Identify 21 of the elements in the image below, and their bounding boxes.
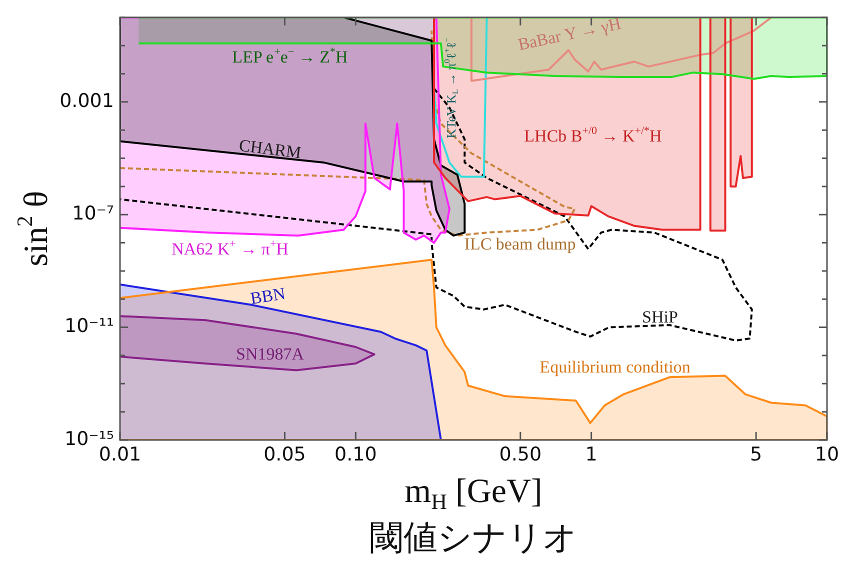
x-tick-label: 1 [585,443,598,466]
annotation: SN1987A [236,344,305,364]
annotation: BaBar Υ → γH [516,14,623,54]
y-axis-title: sin2 θ [12,190,55,266]
x-tick-label: 0.05 [264,443,306,466]
annotation: Equilibrium condition [540,357,691,376]
x-tick-label: 0.50 [499,443,542,466]
x-tick-label: 10 [814,443,840,466]
annotation: CHARM [238,136,302,162]
annotation: BBN [249,284,287,308]
text: 閾値シナリオ [370,518,578,558]
x-tick-label: 5 [750,443,762,466]
annotation: ILC beam dump [464,234,576,254]
x-tick-label: 0.10 [334,443,377,466]
y-tick-label: 0.001 [60,90,114,112]
y-tick-label: 10⁻⁷ [72,202,114,225]
annotation: KTeV KL → π0ℓ+ℓ− [442,37,460,138]
y-tick-label: 10⁻¹¹ [64,315,114,338]
annotation: SHiP [642,307,678,326]
annotation: NA62 K+ → π+H [172,238,288,258]
annotation: LEP e+e− → Z*H [232,46,348,66]
